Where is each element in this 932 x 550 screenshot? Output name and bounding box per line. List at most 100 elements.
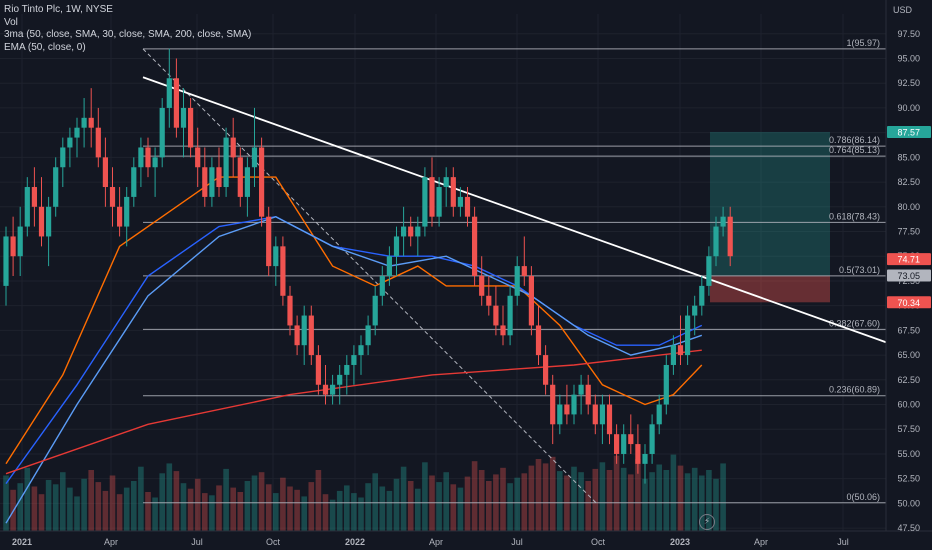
candle-body[interactable] bbox=[251, 147, 258, 168]
candle-body[interactable] bbox=[266, 216, 272, 267]
candle-body[interactable] bbox=[642, 453, 648, 464]
candle-body[interactable] bbox=[713, 226, 719, 257]
time-axis[interactable] bbox=[0, 531, 932, 550]
candle-body[interactable] bbox=[706, 256, 712, 286]
candle-body[interactable] bbox=[237, 157, 243, 197]
candle-body[interactable] bbox=[131, 167, 137, 197]
candle-body[interactable] bbox=[670, 345, 676, 365]
candle-body[interactable] bbox=[351, 355, 357, 365]
candle-body[interactable] bbox=[138, 147, 144, 168]
candle-body[interactable] bbox=[564, 404, 570, 415]
legend-volume[interactable]: Vol bbox=[4, 16, 18, 28]
candle-body[interactable] bbox=[259, 147, 265, 217]
candle-body[interactable] bbox=[692, 305, 698, 316]
candle-body[interactable] bbox=[344, 364, 350, 375]
candle-body[interactable] bbox=[209, 167, 215, 197]
lightning-icon[interactable]: ⚡ bbox=[699, 514, 715, 530]
candle-body[interactable] bbox=[244, 167, 250, 197]
candle-body[interactable] bbox=[649, 424, 655, 454]
candle-body[interactable] bbox=[223, 137, 229, 188]
candle-body[interactable] bbox=[464, 196, 471, 217]
candle-body[interactable] bbox=[408, 226, 414, 237]
candle-body[interactable] bbox=[393, 236, 400, 257]
candle-body[interactable] bbox=[124, 196, 130, 227]
legend-symbol[interactable]: Rio Tinto Plc, 1W, NYSE bbox=[4, 4, 113, 15]
candle-body[interactable] bbox=[514, 266, 520, 296]
candle-body[interactable] bbox=[38, 206, 45, 237]
candle-body[interactable] bbox=[358, 345, 364, 356]
candle-body[interactable] bbox=[322, 384, 329, 395]
candle-body[interactable] bbox=[685, 315, 691, 356]
candle-body[interactable] bbox=[415, 226, 421, 237]
candle-body[interactable] bbox=[330, 384, 336, 395]
candle-body[interactable] bbox=[429, 177, 435, 217]
trend-line[interactable] bbox=[142, 76, 887, 344]
candle-body[interactable] bbox=[109, 187, 116, 207]
candle-body[interactable] bbox=[727, 216, 733, 257]
candle-body[interactable] bbox=[578, 384, 584, 395]
candle-body[interactable] bbox=[74, 127, 80, 138]
candle-body[interactable] bbox=[663, 364, 669, 405]
candle-body[interactable] bbox=[166, 78, 172, 108]
candle-body[interactable] bbox=[152, 157, 158, 168]
candle-body[interactable] bbox=[472, 216, 478, 276]
legend-ema[interactable]: EMA (50, close, 0) bbox=[4, 41, 86, 53]
candle-body[interactable] bbox=[180, 107, 187, 128]
candle-body[interactable] bbox=[195, 147, 201, 168]
candle-body[interactable] bbox=[571, 394, 577, 415]
candle-body[interactable] bbox=[95, 127, 101, 158]
candle-body[interactable] bbox=[422, 177, 428, 227]
candle-body[interactable] bbox=[102, 157, 108, 188]
candle-body[interactable] bbox=[450, 177, 456, 207]
candle-body[interactable] bbox=[528, 276, 534, 326]
candle-body[interactable] bbox=[521, 266, 527, 276]
candle-body[interactable] bbox=[486, 295, 492, 306]
candle-body[interactable] bbox=[677, 345, 684, 356]
candle-body[interactable] bbox=[543, 355, 549, 385]
candle-body[interactable] bbox=[31, 187, 37, 207]
candle-body[interactable] bbox=[88, 117, 94, 128]
candle-body[interactable] bbox=[457, 196, 463, 207]
stop-loss-zone[interactable] bbox=[710, 275, 830, 303]
candle-body[interactable] bbox=[443, 177, 449, 188]
fib-trend-line[interactable] bbox=[142, 48, 597, 504]
candle-body[interactable] bbox=[436, 187, 442, 217]
candle-body[interactable] bbox=[337, 374, 343, 385]
candle-body[interactable] bbox=[401, 226, 407, 237]
candle-body[interactable] bbox=[628, 434, 634, 445]
candle-body[interactable] bbox=[557, 404, 563, 425]
candle-body[interactable] bbox=[535, 325, 542, 356]
candle-body[interactable] bbox=[294, 325, 300, 346]
candle-body[interactable] bbox=[599, 404, 605, 425]
candle-body[interactable] bbox=[315, 355, 321, 385]
candle-body[interactable] bbox=[614, 434, 620, 454]
candle-body[interactable] bbox=[117, 206, 123, 227]
candle-body[interactable] bbox=[145, 147, 151, 168]
candle-body[interactable] bbox=[507, 295, 513, 336]
candle-body[interactable] bbox=[699, 285, 705, 306]
candle-body[interactable] bbox=[379, 276, 385, 296]
candle-body[interactable] bbox=[67, 137, 73, 148]
candle-body[interactable] bbox=[606, 404, 613, 435]
candle-body[interactable] bbox=[308, 315, 314, 356]
candle-body[interactable] bbox=[720, 216, 726, 227]
candle-body[interactable] bbox=[386, 256, 392, 276]
candle-body[interactable] bbox=[280, 246, 286, 296]
candle-body[interactable] bbox=[656, 404, 662, 425]
candle-body[interactable] bbox=[173, 78, 179, 128]
candle-body[interactable] bbox=[10, 236, 16, 257]
candle-body[interactable] bbox=[500, 325, 506, 336]
candle-body[interactable] bbox=[635, 444, 641, 464]
candle-body[interactable] bbox=[53, 167, 59, 207]
candle-body[interactable] bbox=[273, 246, 279, 267]
candle-body[interactable] bbox=[60, 147, 66, 168]
candle-body[interactable] bbox=[17, 226, 23, 257]
candle-body[interactable] bbox=[479, 276, 485, 296]
candle-body[interactable] bbox=[287, 295, 293, 326]
candle-body[interactable] bbox=[592, 404, 598, 425]
candle-body[interactable] bbox=[3, 236, 9, 286]
candle-body[interactable] bbox=[230, 137, 236, 158]
candle-body[interactable] bbox=[24, 187, 30, 227]
candle-body[interactable] bbox=[46, 206, 52, 237]
